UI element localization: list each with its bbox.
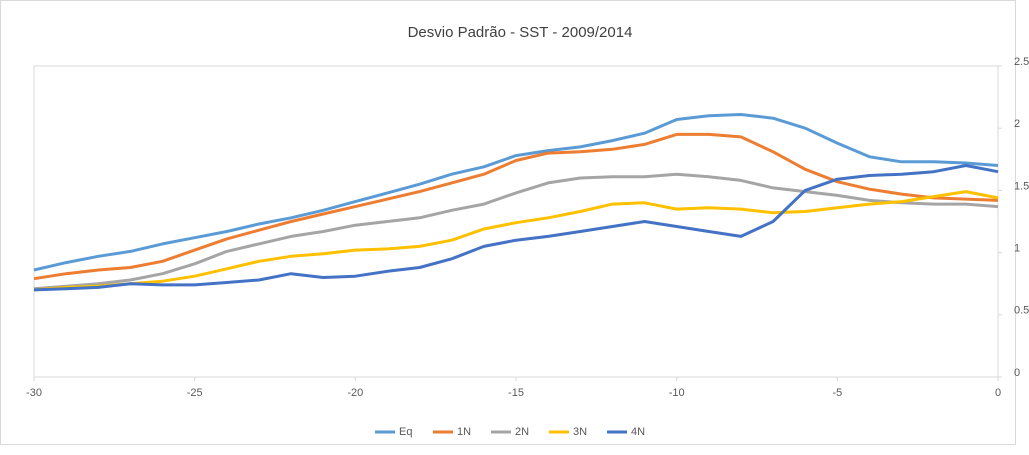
y-tick-label: 1.5 xyxy=(1014,180,1029,192)
y-tick-label: 2.5 xyxy=(1014,56,1029,68)
legend-label: 4N xyxy=(631,426,645,438)
x-tick-label: -20 xyxy=(347,387,363,399)
y-tick-label: 0.5 xyxy=(1014,305,1029,317)
legend-label: 3N xyxy=(573,426,587,438)
x-tick-label: 0 xyxy=(995,387,1001,399)
x-tick-label: -25 xyxy=(187,387,203,399)
y-tick-label: 2 xyxy=(1014,118,1020,130)
y-tick-label: 1 xyxy=(1014,243,1020,255)
x-tick-label: -10 xyxy=(669,387,685,399)
chart-title: Desvio Padrão - SST - 2009/2014 xyxy=(408,24,633,41)
series-line xyxy=(33,132,999,281)
x-tick-label: -30 xyxy=(26,387,42,399)
x-tick-label: -5 xyxy=(832,387,842,399)
y-tick-label: 0 xyxy=(1014,367,1020,379)
x-tick-label: -15 xyxy=(508,387,524,399)
series-line xyxy=(33,164,999,292)
legend-label: 2N xyxy=(515,426,529,438)
series-line xyxy=(33,113,999,272)
series-line xyxy=(33,190,999,292)
series-line xyxy=(33,172,999,291)
legend-label: 1N xyxy=(457,426,471,438)
legend-label: Eq xyxy=(399,426,412,438)
chart-frame xyxy=(0,0,1016,445)
